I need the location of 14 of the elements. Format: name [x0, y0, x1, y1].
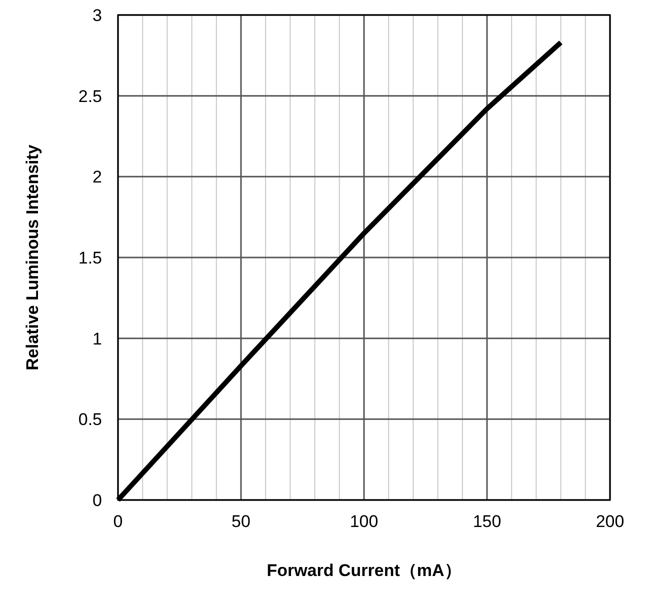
x-tick-label: 100	[350, 512, 378, 531]
y-tick-label: 0	[92, 491, 102, 510]
x-tick-label: 0	[113, 512, 123, 531]
y-axis-title: Relative Luminous Intensity	[23, 144, 42, 370]
y-tick-label: 1	[92, 329, 102, 348]
y-tick-label: 2.5	[78, 86, 102, 106]
y-tick-label: 2	[92, 168, 102, 187]
x-tick-label: 50	[232, 512, 250, 531]
y-tick-label: 0.5	[78, 410, 102, 430]
x-axis-title: Forward Current（mA）	[266, 561, 462, 580]
x-tick-label: 200	[596, 512, 624, 531]
y-tick-label: 1.5	[78, 248, 102, 268]
x-tick-label: 150	[472, 512, 502, 531]
y-tick-label: 3	[92, 6, 102, 25]
